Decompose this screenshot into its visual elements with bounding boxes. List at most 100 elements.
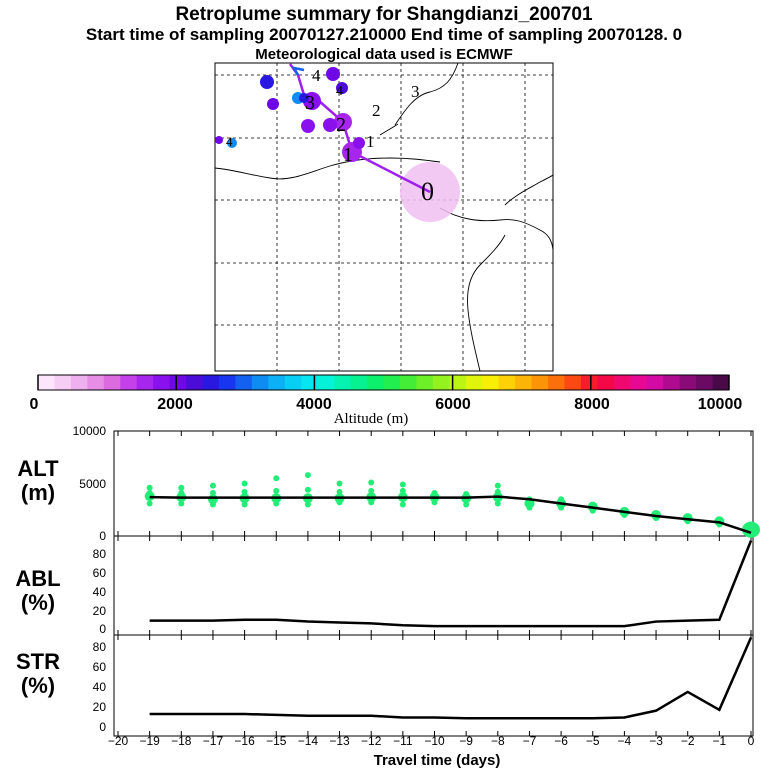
altitude-particle-dot (273, 487, 280, 494)
colorbar-segment (301, 375, 319, 390)
colorbar-segment (696, 375, 713, 390)
colorbar-tick: 2000 (157, 396, 193, 413)
colorbar-segment (416, 375, 434, 390)
x-tick-label: −2 (681, 734, 695, 748)
str-y-tick: 60 (93, 660, 107, 674)
colorbar-tick: 6000 (435, 396, 471, 413)
cluster-dot (336, 82, 348, 94)
time-series-panels: ALT (m) ABL (%) STR (%) 10000 5000 0 80 … (15, 424, 754, 768)
colorbar-segment (663, 375, 681, 390)
altitude-particle-dot (146, 489, 153, 496)
altitude-colorbar (37, 374, 730, 391)
colorbar-segment (103, 375, 121, 390)
map-gridlines (215, 63, 553, 371)
map-label-day: 1 (343, 144, 353, 166)
x-tick-label: −16 (234, 734, 255, 748)
abl-y-tick: 20 (93, 604, 107, 618)
colorbar-segment (251, 375, 269, 390)
colorbar-segment (153, 375, 171, 390)
colorbar-segment (449, 375, 467, 390)
altitude-particle-dot (494, 500, 501, 507)
x-tick-label: −12 (361, 734, 382, 748)
x-tick-label: −19 (139, 734, 160, 748)
alt-unit: (m) (21, 480, 55, 505)
x-tick-label: −13 (329, 734, 350, 748)
cluster-dot (323, 118, 337, 132)
colorbar-segment (350, 375, 368, 390)
alt-y-tick: 5000 (79, 477, 106, 491)
str-series-line (149, 637, 753, 720)
colorbar-segment (38, 375, 55, 390)
x-tick-label: −1 (713, 734, 727, 748)
colorbar-segment (646, 375, 664, 390)
alt-y-tick: 0 (99, 529, 106, 543)
abl-series-line (149, 540, 753, 628)
cluster-dot (326, 67, 340, 81)
altitude-particle-dot (209, 482, 216, 489)
altitude-particle-dot (241, 501, 248, 508)
colorbar-segment (630, 375, 648, 390)
coastline-northeast (504, 174, 554, 206)
abl-y-tick: 0 (99, 622, 106, 636)
map-label-day: 3 (411, 82, 420, 101)
str-y-tick: 80 (93, 640, 107, 654)
colorbar-segment (186, 375, 203, 390)
colorbar-segment (367, 375, 384, 390)
altitude-particle-dot (463, 491, 470, 497)
x-tick-label: −14 (298, 734, 319, 748)
str-unit: (%) (21, 673, 55, 698)
colorbar-segment (515, 375, 532, 390)
x-tick-label: 0 (748, 734, 755, 748)
meteorological-data-note: Meteorological data used is ECMWF (255, 46, 513, 63)
x-tick-label: −7 (523, 734, 537, 748)
altitude-particle-dot (336, 488, 343, 495)
cluster-dot (267, 98, 279, 110)
colorbar-segment (169, 375, 187, 390)
colorbar-tick: 0 (30, 396, 39, 413)
cluster-dots (215, 67, 365, 162)
map-panel: 0 1 1 2 2 3 3 4 4 4 (214, 62, 554, 372)
colorbar-segment (531, 375, 549, 390)
colorbar-segment (120, 375, 138, 390)
altitude-particle-dot (241, 480, 248, 487)
colorbar-segment (564, 375, 582, 390)
altitude-particle-dot (146, 484, 153, 491)
altitude-particle-dot (399, 481, 406, 488)
colorbar-segment (54, 375, 72, 390)
altitude-particle-dot (399, 501, 406, 508)
x-tick-label: −9 (459, 734, 473, 748)
colorbar-segment (548, 375, 565, 390)
altitude-particle-dot (304, 501, 311, 508)
colorbar-segment (712, 375, 730, 390)
x-tick-label: −4 (618, 734, 632, 748)
altitude-particle-dot (273, 475, 280, 482)
colorbar-tick: 10000 (698, 396, 743, 413)
altitude-particle-dot (463, 501, 470, 508)
altitude-particle-dot (241, 488, 248, 495)
cluster-dot (299, 93, 309, 103)
map-label-day: 3 (305, 92, 315, 114)
altitude-particle-dot (336, 480, 343, 487)
altitude-particle-dot (178, 489, 185, 496)
altitude-particle-dot (368, 487, 375, 494)
chart-title: Retroplume summary for Shangdianzi_20070… (175, 4, 593, 25)
cluster-dot (353, 137, 365, 149)
colorbar-segment (218, 375, 236, 390)
cluster-dot (334, 113, 352, 131)
coastlines (214, 62, 554, 372)
x-tick-label: −6 (554, 734, 568, 748)
abl-y-tick: 60 (93, 566, 107, 580)
colorbar-segment (613, 375, 631, 390)
coastline-north (394, 62, 459, 126)
cluster-dot (260, 75, 274, 89)
x-tick-label: −3 (649, 734, 663, 748)
colorbar-segment (498, 375, 516, 390)
colorbar-segment (399, 375, 417, 390)
map-label-day: 4 (336, 84, 343, 99)
x-tick-label: −15 (266, 734, 287, 748)
map-label-day: 4 (226, 134, 233, 149)
altitude-particle-dot (178, 500, 185, 507)
map-label-day: 2 (372, 101, 381, 120)
map-label-day: 2 (336, 114, 346, 136)
